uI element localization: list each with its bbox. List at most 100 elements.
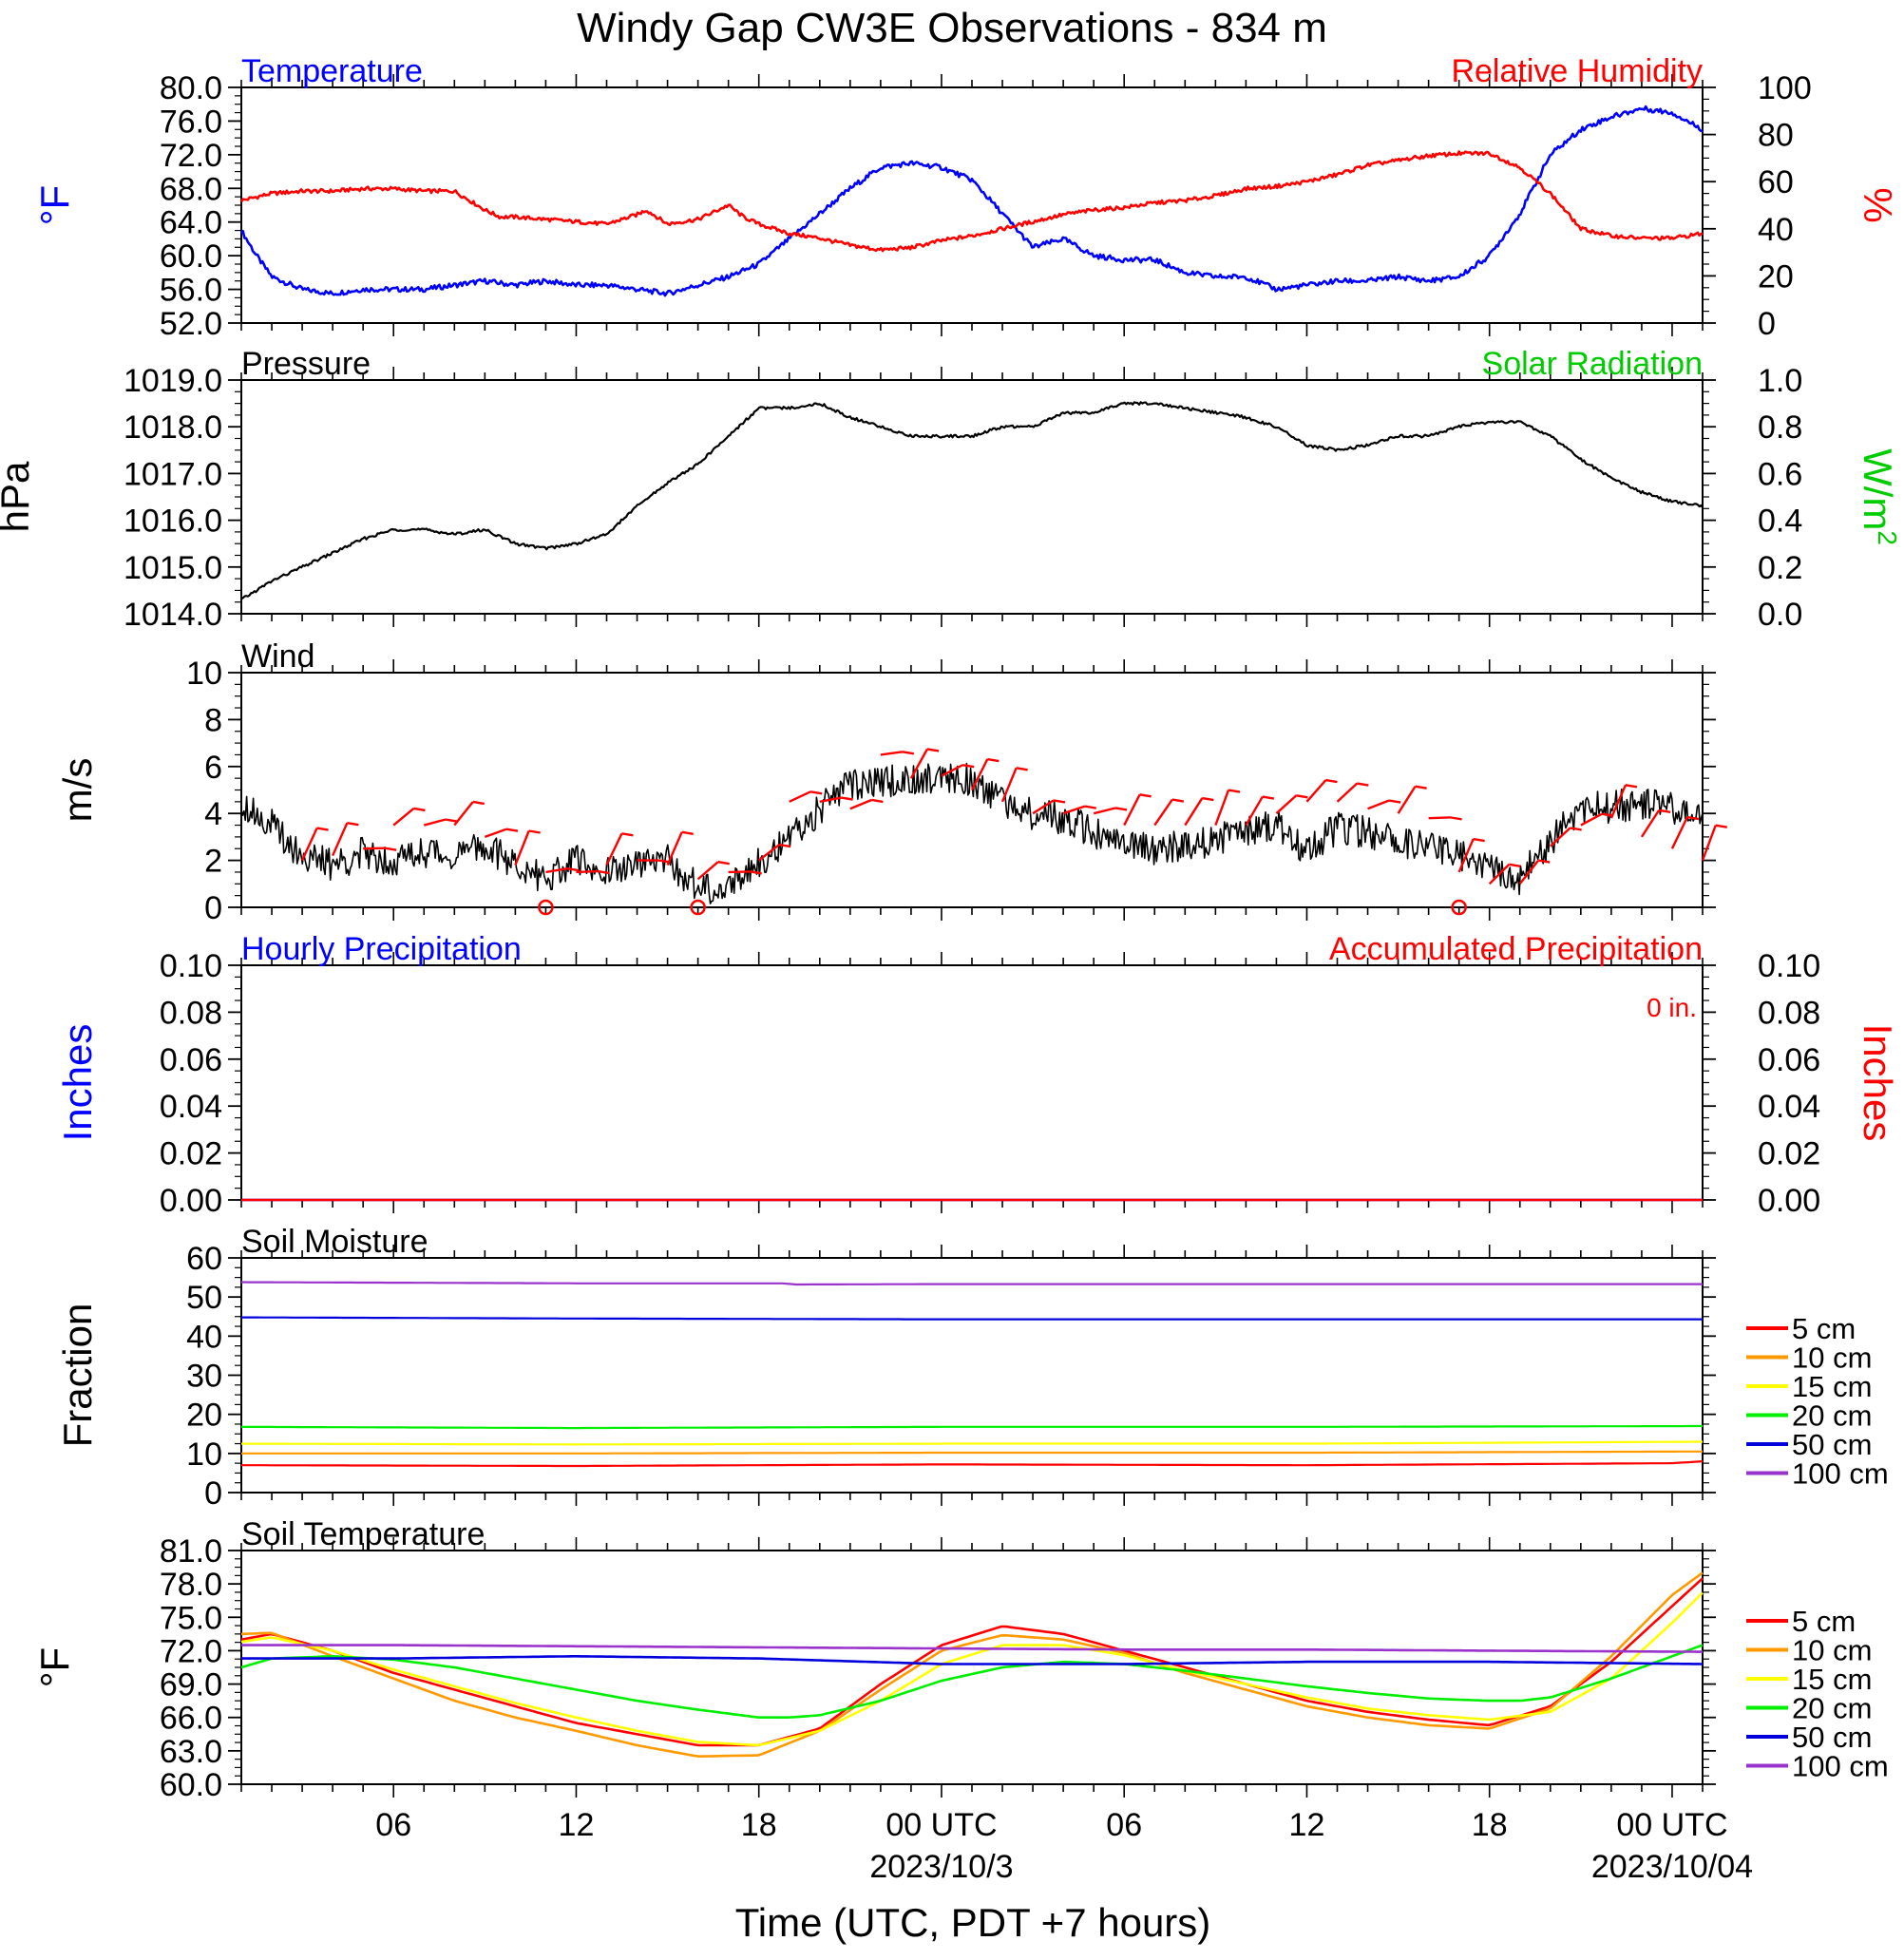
series-line-15-cm	[241, 1442, 1703, 1445]
wind-barb	[515, 831, 528, 866]
panel-1: 52.056.060.064.068.072.076.080.002040608…	[32, 53, 1900, 342]
series-line-10-cm	[241, 1452, 1703, 1454]
wind-barb-flag	[1202, 798, 1213, 800]
y2-tick-label: 40	[1758, 212, 1794, 248]
y-tick-label: 0.10	[160, 948, 222, 984]
panel-left-title: Wind	[241, 638, 314, 675]
wind-barb	[333, 823, 347, 855]
wind-barb-flag	[317, 828, 329, 830]
y-tick-label: 2	[204, 844, 222, 880]
wind-barb	[1338, 784, 1358, 802]
wind-barb-flag	[810, 791, 822, 793]
panel-annotation: 0 in.	[1647, 993, 1697, 1022]
wind-barb	[1399, 787, 1416, 814]
series-line-5-cm	[241, 1461, 1703, 1466]
y-tick-label: 56.0	[160, 273, 222, 309]
wind-barb	[850, 800, 872, 809]
wind-barb-flag	[446, 820, 457, 822]
y2-axis-label: %	[1856, 187, 1900, 222]
y-tick-label: 60	[186, 1241, 222, 1277]
wind-barb	[790, 791, 810, 802]
x-tick-label: 06	[375, 1807, 411, 1843]
wind-barb	[881, 752, 903, 754]
y-tick-label: 0.08	[160, 995, 222, 1031]
y2-tick-label: 80	[1758, 118, 1794, 154]
y-tick-label: 76.0	[160, 104, 222, 140]
y-tick-label: 64.0	[160, 205, 222, 241]
panel-right-title: Relative Humidity	[1451, 53, 1703, 89]
panel-right-title: Accumulated Precipitation	[1329, 931, 1703, 967]
wind-barb-flag	[1325, 780, 1337, 782]
y-tick-label: 72.0	[160, 138, 222, 174]
wind-barb	[363, 848, 385, 849]
wind-barb-flag	[621, 833, 633, 835]
panel-right-title: Solar Radiation	[1482, 346, 1703, 382]
wind-barb	[485, 829, 506, 837]
y-axis-label: Fraction	[55, 1303, 100, 1448]
wind-barb	[454, 802, 472, 826]
panel-4: 0.000.020.040.060.080.100.000.020.040.06…	[55, 931, 1900, 1219]
y2-axis-label: Inches	[1856, 1024, 1900, 1142]
wind-barb-flag	[1357, 784, 1368, 786]
y2-tick-label: 1.0	[1758, 363, 1802, 399]
wind-barb-flag	[871, 800, 883, 802]
y-tick-label: 10	[186, 656, 222, 692]
y2-tick-label: 0.6	[1758, 456, 1802, 492]
wind-barb-flag	[413, 809, 425, 810]
x-tick-label: 00 UTC	[885, 1807, 997, 1843]
legend-label: 100 cm	[1792, 1457, 1889, 1491]
y-tick-label: 10	[186, 1437, 222, 1473]
y-tick-label: 1016.0	[124, 504, 222, 540]
wind-barb-flag	[1228, 790, 1240, 792]
y-tick-label: 60.0	[160, 238, 222, 275]
wind-barb-flag	[1017, 768, 1028, 770]
series-line-20-cm	[241, 1426, 1703, 1428]
wind-barb-flag	[1172, 800, 1184, 802]
x-axis-label: Time (UTC, PDT +7 hours)	[735, 1900, 1211, 1945]
x-tick-label: 18	[1472, 1807, 1508, 1843]
y-tick-label: 0.02	[160, 1136, 222, 1172]
panel-2: 1014.01015.01016.01017.01018.01019.00.00…	[0, 346, 1903, 633]
y2-tick-label: 0.04	[1758, 1089, 1820, 1125]
panel-left-title: Pressure	[241, 346, 371, 382]
panels: 52.056.060.064.068.072.076.080.002040608…	[0, 53, 1903, 1885]
wind-barb	[1368, 801, 1390, 809]
x-tick-date-label: 2023/10/3	[869, 1849, 1013, 1885]
series-line-20-cm	[241, 1646, 1703, 1718]
panel-left-title: Temperature	[241, 53, 423, 89]
y-tick-label: 20	[186, 1398, 222, 1434]
plot-frame	[241, 87, 1703, 323]
series-line-pressure	[241, 402, 1703, 599]
y-tick-label: 1015.0	[124, 550, 222, 586]
y-tick-label: 40	[186, 1319, 222, 1355]
chart-title: Windy Gap CW3E Observations - 834 m	[577, 5, 1327, 51]
wind-barb-flag	[1687, 817, 1699, 819]
y2-tick-label: 0.10	[1758, 948, 1820, 984]
wind-barb-flag	[903, 752, 914, 753]
y2-tick-label: 20	[1758, 258, 1794, 295]
x-tick-label: 12	[1289, 1807, 1325, 1843]
wind-barb	[1276, 795, 1296, 813]
wind-barb	[1215, 790, 1228, 826]
panel-left-title: Hourly Precipitation	[241, 931, 522, 967]
series-line-wind	[241, 764, 1703, 904]
y2-axis-label-sup: 2	[1874, 530, 1903, 545]
series-line-50-cm	[241, 1318, 1703, 1320]
y-tick-label: 80.0	[160, 70, 222, 106]
y-tick-label: 69.0	[160, 1667, 222, 1703]
y-tick-label: 52.0	[160, 306, 222, 342]
wind-barb-flag	[1054, 800, 1065, 802]
y2-tick-label: 60	[1758, 164, 1794, 200]
y-tick-label: 78.0	[160, 1567, 222, 1603]
wind-barb-flag	[1509, 865, 1520, 866]
wind-barb	[1154, 800, 1172, 826]
wind-barb-flag	[506, 829, 518, 831]
legend-label: 100 cm	[1792, 1750, 1889, 1783]
wind-barb	[424, 820, 446, 826]
y-axis-label: m/s	[55, 758, 100, 823]
wind-barb-flag	[1571, 828, 1582, 829]
